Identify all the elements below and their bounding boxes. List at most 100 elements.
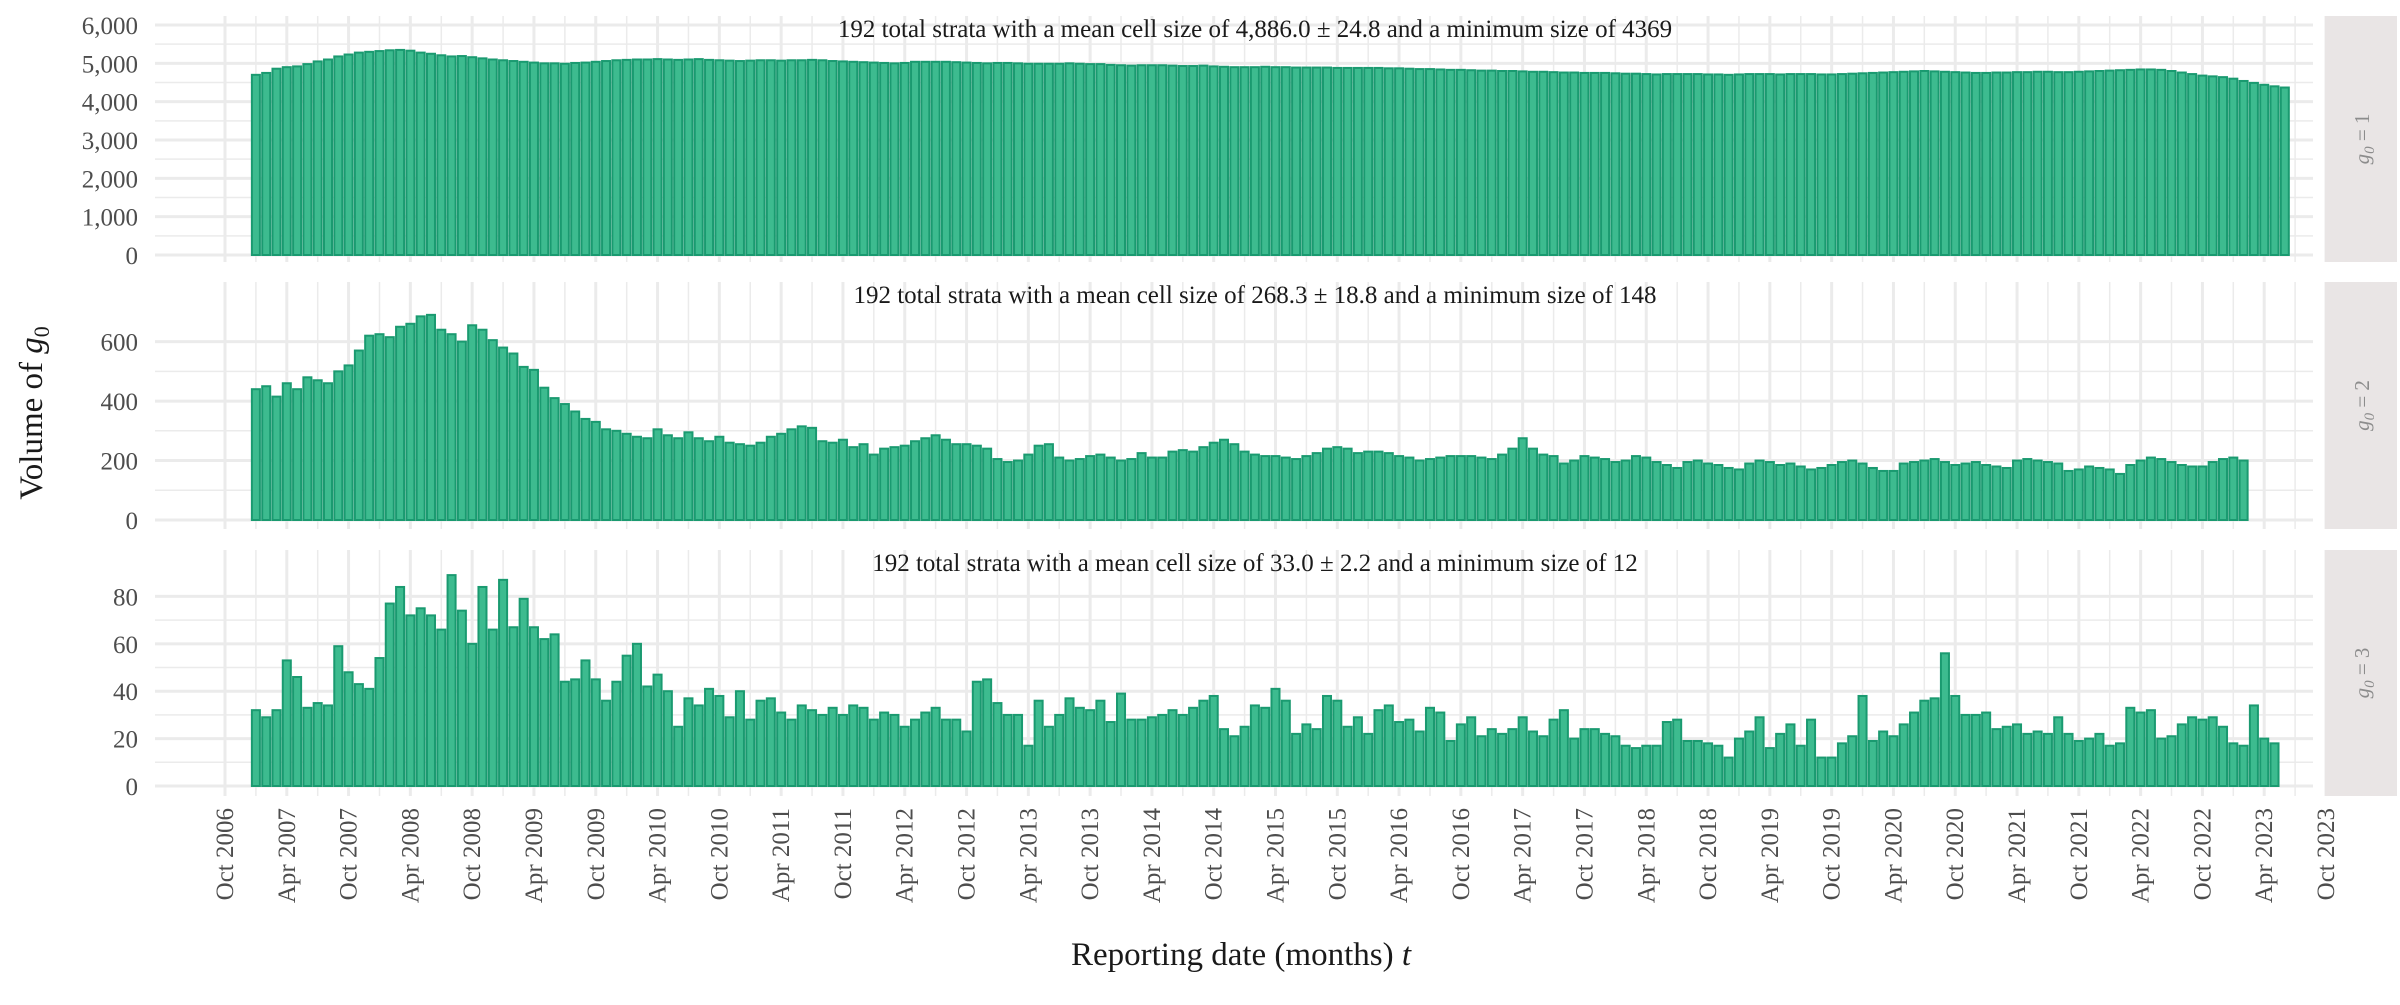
bar xyxy=(1517,437,1528,521)
bar xyxy=(693,437,704,521)
bar xyxy=(1692,739,1703,787)
bar xyxy=(1013,62,1024,256)
bar xyxy=(1363,450,1374,521)
bar xyxy=(1249,453,1260,521)
bar xyxy=(1713,73,1724,256)
bar xyxy=(1239,66,1250,256)
bar xyxy=(2197,74,2208,256)
bar xyxy=(1497,453,1508,521)
bar xyxy=(1424,68,1435,256)
bar xyxy=(858,706,869,787)
bar xyxy=(353,349,364,522)
bar xyxy=(1270,455,1281,521)
bar xyxy=(2073,70,2084,256)
bar xyxy=(1260,706,1271,787)
bar xyxy=(405,614,416,788)
bar xyxy=(1507,70,1518,256)
bar xyxy=(1033,62,1044,256)
bar xyxy=(2053,716,2064,788)
bar xyxy=(436,328,447,522)
bar xyxy=(1960,713,1971,787)
x-tick-label: Apr 2011 xyxy=(768,808,795,902)
bar xyxy=(673,725,684,788)
bar xyxy=(1321,447,1333,521)
bar xyxy=(796,704,807,787)
bar xyxy=(1074,62,1085,256)
bar xyxy=(1342,447,1353,521)
bar xyxy=(2115,472,2126,522)
bar xyxy=(1352,66,1363,257)
bar xyxy=(271,67,282,256)
bar xyxy=(1188,65,1199,256)
bar xyxy=(601,699,612,788)
bar xyxy=(951,61,962,257)
bar xyxy=(467,642,478,788)
bar xyxy=(384,336,395,521)
bar xyxy=(1383,452,1394,521)
bar xyxy=(1744,462,1755,522)
bar xyxy=(1486,69,1497,257)
bar xyxy=(2187,465,2198,521)
bar xyxy=(261,71,272,256)
bar xyxy=(1919,70,1930,256)
x-tick-label: Apr 2020 xyxy=(1880,808,1907,903)
bar xyxy=(2022,458,2033,521)
bar xyxy=(1002,713,1013,787)
bar xyxy=(662,434,673,521)
bar xyxy=(951,718,962,788)
bar xyxy=(1383,67,1394,256)
bar xyxy=(1960,71,1971,256)
bar xyxy=(2012,459,2023,522)
bar xyxy=(1218,438,1230,522)
bar xyxy=(1713,464,1724,521)
x-tick-label: Apr 2009 xyxy=(521,808,548,903)
bar xyxy=(1291,732,1302,787)
x-tick-label: Oct 2012 xyxy=(954,808,981,900)
bar xyxy=(1507,728,1518,788)
bar xyxy=(1146,64,1157,256)
bar xyxy=(2197,718,2208,788)
bar xyxy=(910,440,921,521)
bar xyxy=(1435,456,1446,522)
bar xyxy=(1095,453,1106,521)
bar xyxy=(879,711,890,787)
bar xyxy=(1682,739,1693,787)
x-tick-label: Oct 2017 xyxy=(1571,808,1598,900)
bar xyxy=(456,55,467,256)
bar xyxy=(734,443,745,521)
bar xyxy=(2104,468,2115,521)
bar xyxy=(2187,716,2198,788)
bar xyxy=(961,61,972,256)
bar xyxy=(2217,725,2229,788)
bar xyxy=(2125,464,2136,521)
bar xyxy=(2259,737,2270,787)
bar xyxy=(1332,66,1343,257)
x-tick-label: Oct 2020 xyxy=(1942,808,1969,900)
bar xyxy=(1064,459,1075,522)
bar xyxy=(1950,464,1961,521)
bar xyxy=(807,709,818,787)
bar xyxy=(1373,709,1384,787)
bar xyxy=(364,50,375,256)
bar xyxy=(1795,465,1806,521)
bar xyxy=(1651,744,1662,787)
bar xyxy=(292,676,303,787)
bar xyxy=(1270,66,1281,256)
bar xyxy=(2022,71,2033,257)
bar xyxy=(765,59,776,256)
bar xyxy=(271,709,282,787)
bar xyxy=(405,49,416,257)
bar xyxy=(1157,713,1168,787)
bar xyxy=(982,447,993,521)
bar xyxy=(2156,737,2167,787)
bar xyxy=(570,61,581,257)
bar xyxy=(1013,459,1024,522)
bar xyxy=(642,58,653,256)
bar xyxy=(2145,68,2156,256)
bar xyxy=(1703,73,1714,256)
bar xyxy=(662,690,673,787)
bar xyxy=(333,55,344,257)
bar xyxy=(1806,73,1817,256)
bar xyxy=(1785,73,1796,256)
